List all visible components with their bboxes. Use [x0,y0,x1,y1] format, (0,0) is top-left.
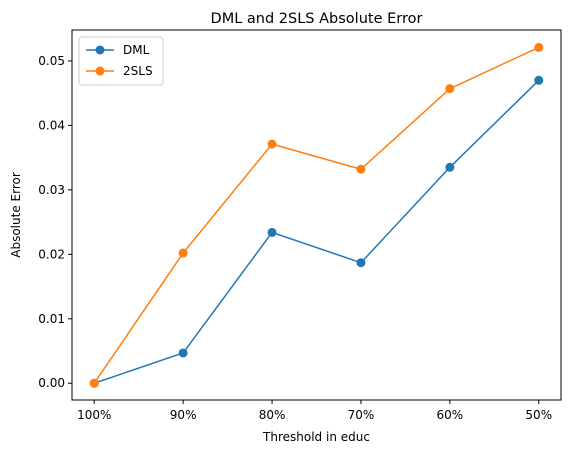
data-point [356,165,365,174]
legend-marker [96,67,105,76]
y-tick-label: 0.03 [38,183,65,197]
data-point [534,76,543,85]
data-point [445,163,454,172]
legend-label: DML [123,43,150,57]
x-tick-label: 90% [170,408,197,422]
y-tick-label: 0.02 [38,247,65,261]
data-point [356,258,365,267]
x-tick-label: 50% [525,408,552,422]
data-point [534,43,543,52]
y-tick-label: 0.04 [38,118,65,132]
legend-label: 2SLS [123,64,153,78]
data-point [90,379,99,388]
data-point [268,140,277,149]
legend-marker [96,46,105,55]
y-tick-label: 0.00 [38,376,65,390]
x-tick-label: 100% [77,408,111,422]
data-point [179,348,188,357]
x-tick-label: 70% [348,408,375,422]
x-tick-label: 80% [259,408,286,422]
legend: DML 2SLS [79,37,163,85]
data-point [445,84,454,93]
y-tick-label: 0.01 [38,312,65,326]
data-point [268,228,277,237]
y-tick-label: 0.05 [38,54,65,68]
data-point [179,249,188,258]
y-axis-title: Absolute Error [9,172,23,258]
x-tick-label: 60% [437,408,464,422]
x-axis-title: Threshold in educ [262,430,370,444]
chart-title: DML and 2SLS Absolute Error [211,11,423,27]
